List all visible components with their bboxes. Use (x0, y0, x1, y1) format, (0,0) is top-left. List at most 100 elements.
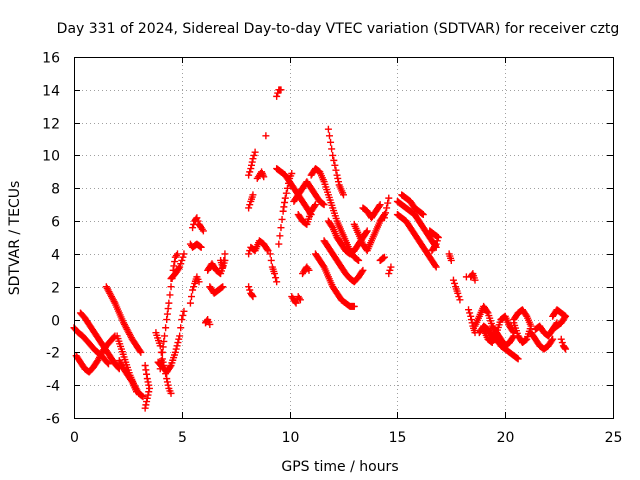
data-point (350, 302, 358, 310)
data-point (267, 256, 275, 264)
data-point (159, 343, 167, 351)
data-point (454, 289, 462, 297)
data-point (245, 204, 253, 212)
data-point (179, 311, 187, 319)
data-point (141, 404, 149, 412)
y-tick-label: -4 (46, 379, 60, 395)
data-point (419, 211, 427, 219)
data-point (376, 201, 384, 209)
grid-lines (74, 57, 613, 418)
data-point (142, 401, 150, 409)
data-point (465, 306, 473, 314)
data-point (292, 299, 300, 307)
data-point (194, 217, 202, 225)
data-point (136, 347, 144, 355)
plot-frame (74, 57, 614, 419)
x-tick-label: 20 (497, 430, 515, 446)
data-point (177, 260, 185, 268)
data-point (271, 270, 279, 278)
data-point (433, 237, 441, 245)
y-tick-label: 4 (51, 248, 60, 264)
data-point (143, 375, 151, 383)
data-point (431, 262, 439, 270)
data-point (277, 86, 285, 94)
data-point (143, 394, 151, 402)
data-point (334, 178, 342, 186)
data-point (311, 202, 319, 210)
data-point (305, 266, 313, 274)
data-point (248, 161, 256, 169)
data-point (384, 199, 392, 207)
data-point (385, 270, 393, 278)
data-point (144, 391, 152, 399)
data-point (275, 240, 283, 248)
data-point (163, 375, 171, 383)
data-point (561, 344, 569, 352)
data-point (173, 250, 181, 258)
data-point (220, 256, 228, 264)
data-point (248, 291, 256, 299)
data-point (193, 214, 201, 222)
y-tick-label: -6 (46, 412, 60, 428)
data-point (246, 286, 254, 294)
data-point (429, 245, 437, 253)
data-point (141, 361, 149, 369)
data-point (332, 166, 340, 174)
data-point (382, 209, 390, 217)
data-point (449, 276, 457, 284)
data-point (380, 214, 388, 222)
data-point (197, 243, 205, 251)
data-point (362, 228, 370, 236)
data-point (178, 256, 186, 264)
data-point (386, 266, 394, 274)
data-point (172, 345, 180, 353)
data-point (249, 293, 257, 301)
data-point (260, 173, 268, 181)
chart-title: Day 331 of 2024, Sidereal Day-to-day VTE… (57, 21, 620, 37)
data-point (251, 148, 259, 156)
x-tick-label: 5 (178, 430, 187, 446)
y-tick-label: -2 (46, 346, 60, 362)
data-point (331, 161, 339, 169)
data-point (288, 170, 296, 178)
data-point (466, 309, 474, 317)
data-point (549, 325, 557, 333)
data-point (387, 263, 395, 271)
data-point (562, 345, 570, 353)
data-point (273, 92, 281, 100)
data-point (177, 324, 185, 332)
data-point (166, 363, 174, 371)
data-point (186, 299, 194, 307)
data-point (334, 174, 342, 182)
data-point (467, 316, 475, 324)
data-point (175, 335, 183, 343)
data-point (199, 227, 207, 235)
data-point (276, 232, 284, 240)
data-point (139, 393, 147, 401)
data-point (385, 194, 393, 202)
data-point (549, 335, 557, 343)
data-point (557, 335, 565, 343)
data-point (165, 299, 173, 307)
y-tick-label: 8 (51, 182, 60, 198)
data-point (162, 324, 170, 332)
y-tick-label: 16 (42, 51, 60, 67)
data-point (189, 286, 197, 294)
data-point (340, 191, 347, 199)
data-point (455, 293, 463, 301)
data-point (245, 171, 253, 179)
data-point (164, 381, 172, 389)
data-point (178, 316, 186, 324)
y-tick-label: 0 (51, 314, 60, 330)
data-point (171, 348, 179, 356)
data-point (245, 250, 253, 258)
data-point (163, 316, 171, 324)
data-point (329, 151, 337, 159)
data-point (558, 339, 566, 347)
data-point (333, 171, 341, 179)
x-axis-label: GPS time / hours (281, 459, 398, 475)
data-point (171, 258, 179, 266)
y-tick-labels: -6 -4 -2 0 2 4 6 8 10 12 14 16 (42, 51, 60, 428)
data-point (514, 355, 522, 363)
x-tick-label: 25 (605, 430, 623, 446)
